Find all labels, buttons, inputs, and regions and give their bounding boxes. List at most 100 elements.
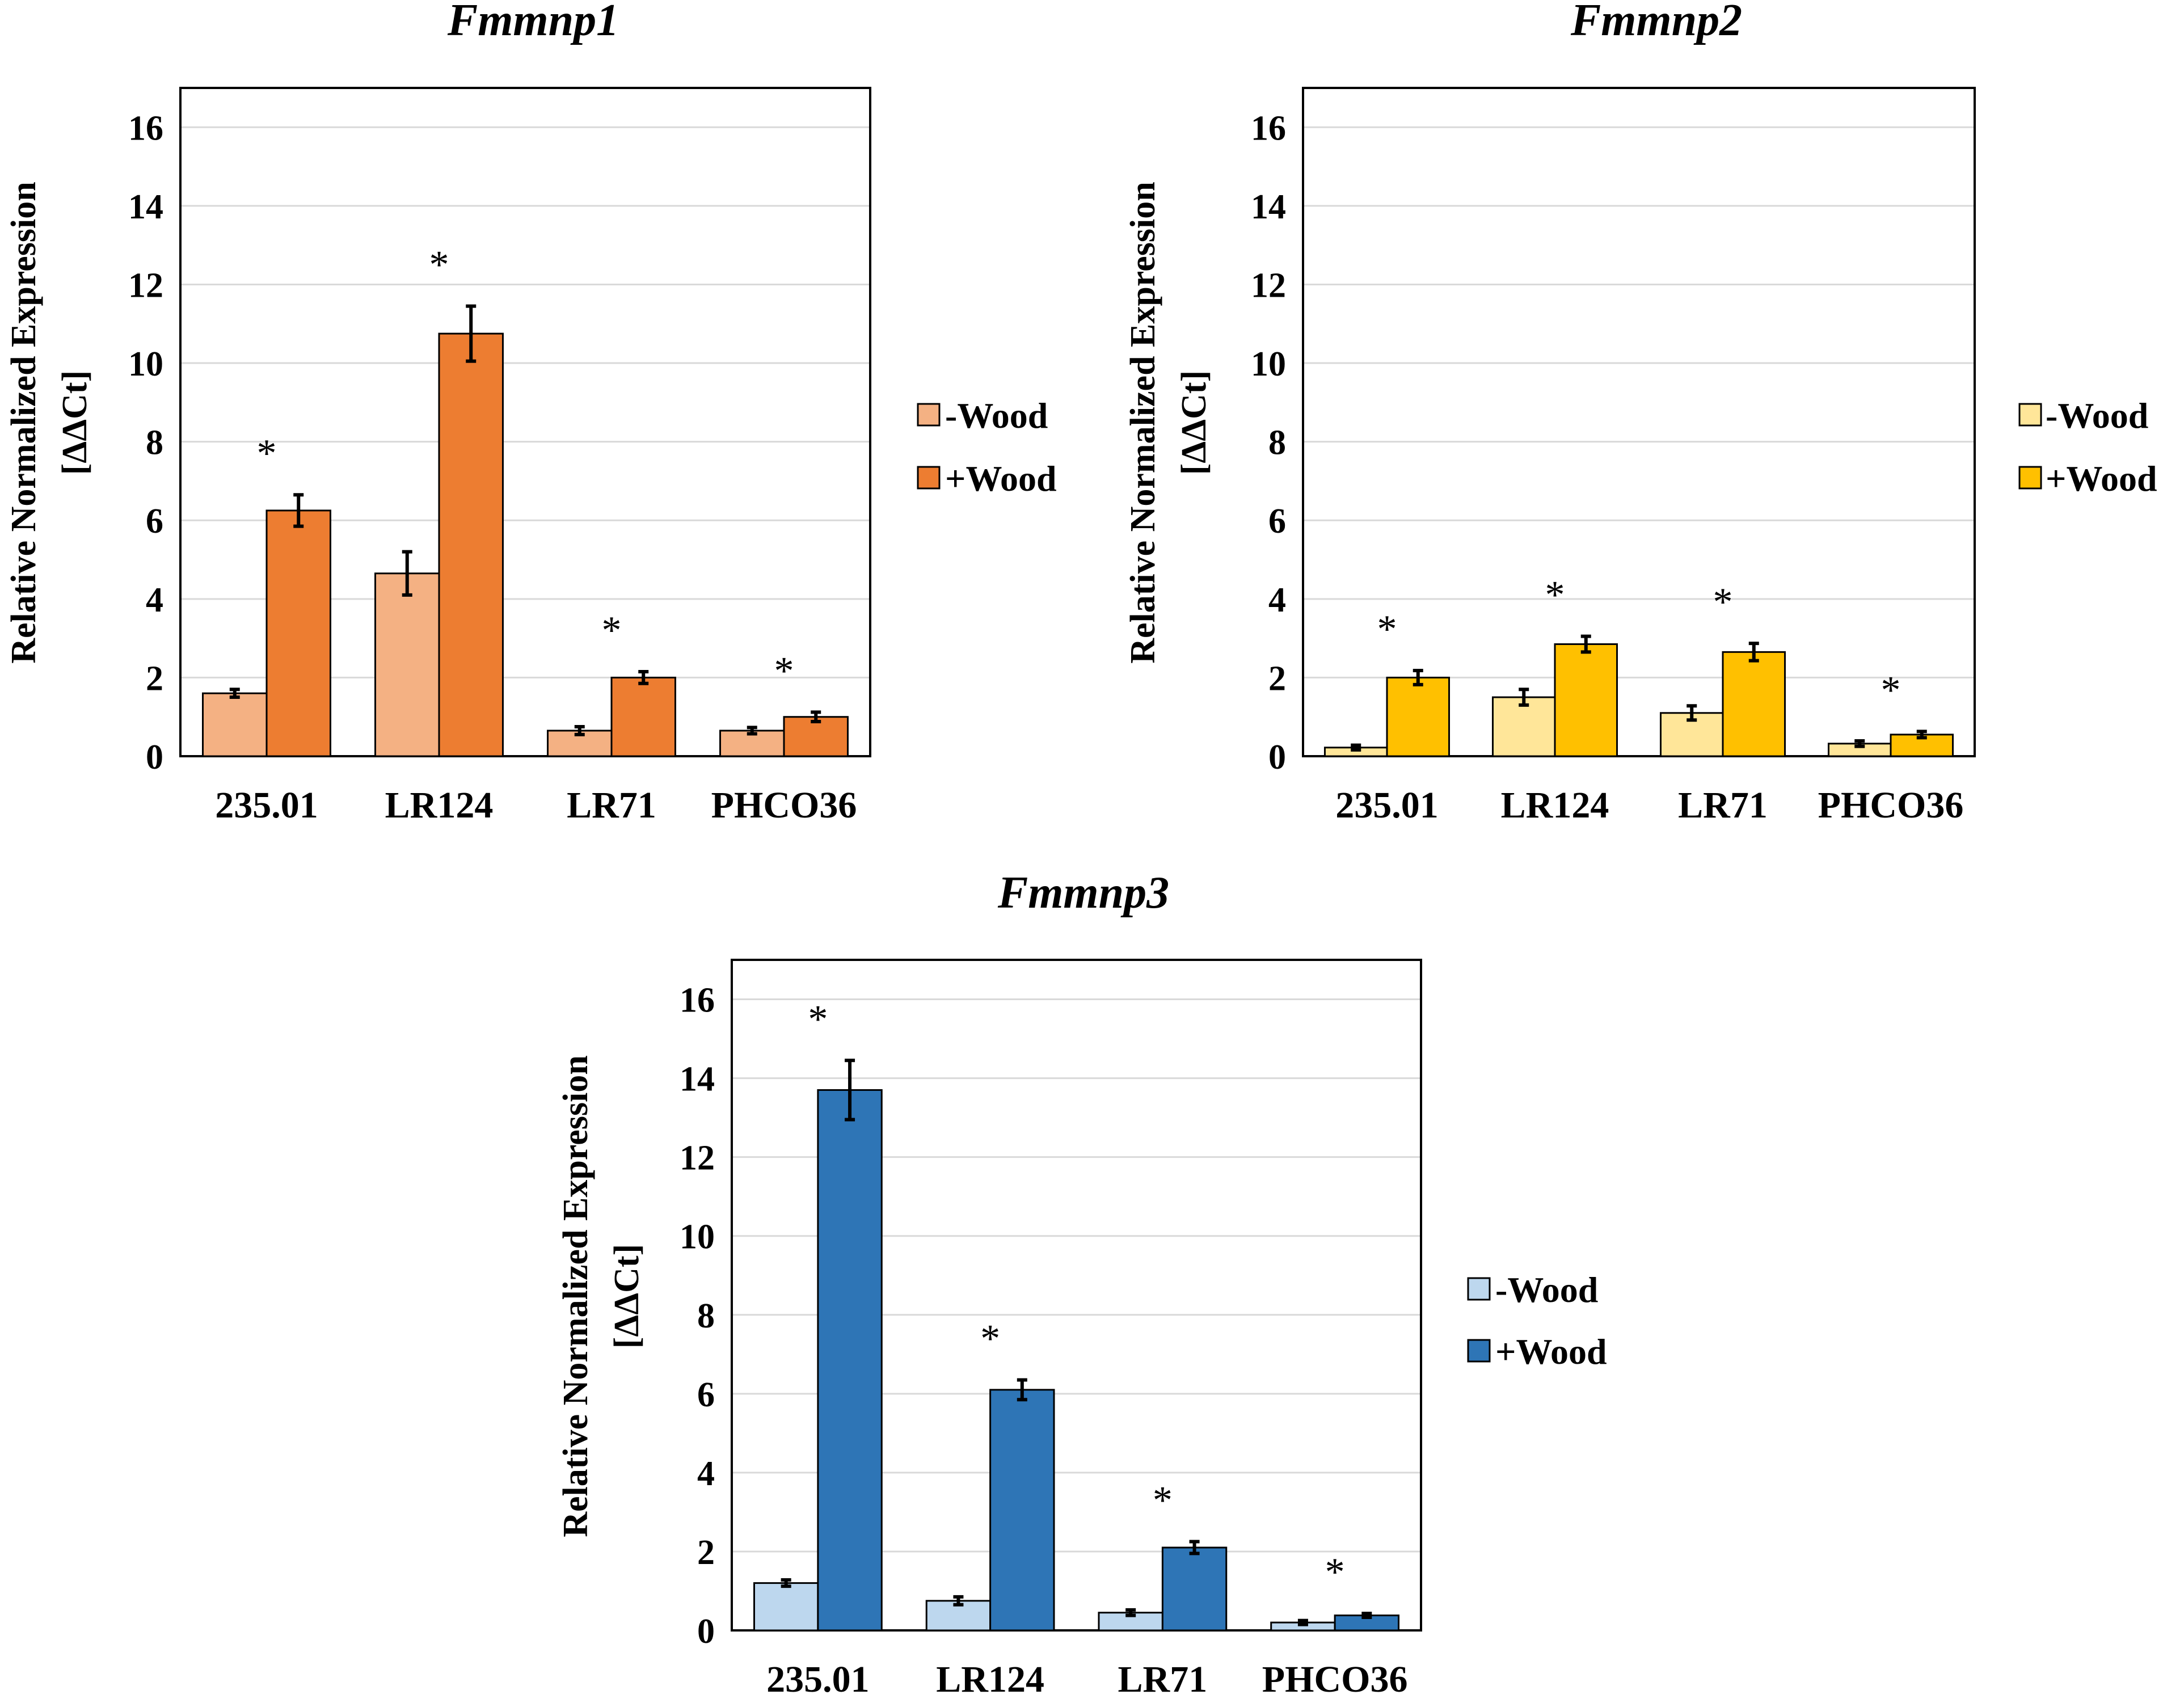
y-tick-label: 14	[128, 188, 163, 226]
bar-plus-wood	[610, 676, 676, 757]
y-tick-label: 8	[1268, 424, 1286, 462]
y-tick-label: 14	[680, 1060, 715, 1099]
y-tick-label: 12	[680, 1139, 715, 1178]
y-tick-label: 10	[680, 1218, 715, 1257]
legend-swatch-plus-wood	[2018, 466, 2042, 490]
plot-area: 0 2 4 6 8 10 12 14 16 * 235.01 * LR124 * LR71 * PHCO36	[1251, 87, 1976, 826]
x-tick-label: 235.01	[1335, 785, 1439, 826]
y-tick-label: 16	[1251, 109, 1286, 147]
legend-swatch-minus-wood	[917, 403, 941, 427]
y-axis-label-line1: Relative Normalized Expression	[5, 182, 43, 664]
legend-item-plus-wood: +Wood	[917, 458, 1057, 499]
bar-plus-wood	[1722, 651, 1786, 757]
y-tick-label: 16	[680, 981, 715, 1020]
bar-plus-wood	[989, 1389, 1055, 1632]
bar-minus-wood	[1491, 696, 1556, 757]
y-tick-label: 4	[697, 1455, 715, 1493]
y-tick-label: 0	[146, 738, 163, 777]
y-tick-label: 16	[128, 109, 163, 147]
x-tick-label: LR71	[1118, 1659, 1208, 1700]
significance-marker: *	[1881, 668, 1901, 712]
legend-label-minus-wood: -Wood	[2046, 395, 2148, 436]
y-axis-label: Relative Normalized Expression [ΔΔCt]	[1124, 182, 1213, 664]
significance-marker: *	[602, 609, 622, 652]
legend-item-minus-wood: -Wood	[2018, 395, 2148, 436]
legend-item-minus-wood: -Wood	[1467, 1270, 1598, 1310]
legend-label-plus-wood: +Wood	[945, 458, 1057, 499]
significance-marker: *	[1545, 574, 1565, 617]
x-tick-label: PHCO36	[1262, 1659, 1408, 1700]
significance-marker: *	[1377, 608, 1397, 651]
bar-minus-wood	[753, 1582, 819, 1632]
x-tick-label: PHCO36	[1818, 785, 1964, 826]
legend-swatch-minus-wood	[2018, 403, 2042, 427]
y-tick-label: 0	[697, 1612, 715, 1651]
chart-fmmnp2: Fmmnp2 Relative Normalized Expression [Δ…	[1124, 0, 2157, 826]
y-tick-label: 2	[1268, 659, 1286, 698]
y-axis-label-line2: [ΔΔCt]	[56, 370, 94, 475]
y-axis-label: Relative Normalized Expression [ΔΔCt]	[556, 1055, 646, 1537]
bar-plus-wood	[1554, 643, 1618, 757]
y-tick-label: 4	[1268, 581, 1286, 619]
bar-plus-wood	[1386, 676, 1451, 757]
significance-marker: *	[429, 243, 449, 287]
y-tick-label: 2	[697, 1533, 715, 1572]
x-tick-label: 235.01	[215, 785, 318, 826]
bar-plus-wood	[1161, 1546, 1228, 1632]
legend: -Wood +Wood	[1467, 1270, 1607, 1372]
legend: -Wood +Wood	[2018, 395, 2157, 499]
significance-marker: *	[1713, 580, 1733, 624]
y-tick-label: 12	[1251, 266, 1286, 305]
y-tick-label: 8	[146, 424, 163, 462]
bar-plus-wood	[817, 1089, 883, 1632]
x-tick-label: LR71	[567, 785, 656, 826]
y-axis-label: Relative Normalized Expression [ΔΔCt]	[5, 182, 94, 664]
bar-plus-wood	[265, 509, 331, 757]
x-tick-label: 235.01	[766, 1659, 870, 1700]
y-axis-label-line2: [ΔΔCt]	[1175, 370, 1213, 475]
x-tick-label: LR124	[1501, 785, 1609, 826]
legend-label-plus-wood: +Wood	[1495, 1331, 1607, 1372]
y-tick-label: 14	[1251, 188, 1286, 226]
chart-fmmnp1: Fmmnp1 Relative Normalized Expression [Δ…	[5, 0, 1057, 826]
bar-plus-wood	[438, 332, 504, 757]
x-tick-label: LR124	[385, 785, 494, 826]
y-tick-label: 8	[697, 1297, 715, 1335]
x-tick-label: LR71	[1678, 785, 1768, 826]
chart-title: Fmmnp3	[997, 868, 1169, 918]
bar-plus-wood	[783, 716, 849, 757]
x-tick-label: LR124	[936, 1659, 1044, 1700]
y-tick-label: 10	[128, 345, 163, 383]
significance-marker: *	[257, 432, 277, 475]
plot-frame	[731, 959, 1422, 1632]
legend-item-plus-wood: +Wood	[2018, 458, 2157, 499]
legend-label-minus-wood: -Wood	[1495, 1270, 1598, 1310]
legend-label-plus-wood: +Wood	[2046, 458, 2157, 499]
y-tick-label: 0	[1268, 738, 1286, 777]
chart-fmmnp3: Fmmnp3 Relative Normalized Expression [Δ…	[556, 868, 1607, 1700]
legend-item-minus-wood: -Wood	[917, 395, 1048, 436]
y-tick-label: 6	[697, 1376, 715, 1414]
chart-title: Fmmnp1	[447, 0, 619, 45]
significance-marker: *	[1153, 1479, 1173, 1523]
significance-marker: *	[980, 1317, 1000, 1360]
y-axis-label-line1: Relative Normalized Expression	[1124, 182, 1162, 664]
legend-swatch-plus-wood	[1467, 1339, 1491, 1363]
plot-frame	[179, 87, 871, 757]
significance-marker: *	[808, 997, 828, 1041]
significance-marker: *	[774, 649, 794, 693]
legend-swatch-minus-wood	[1467, 1277, 1491, 1301]
y-tick-label: 12	[128, 266, 163, 305]
legend-label-minus-wood: -Wood	[945, 395, 1048, 436]
y-tick-label: 6	[1268, 502, 1286, 541]
y-tick-label: 2	[146, 659, 163, 698]
y-tick-label: 4	[146, 581, 163, 619]
y-tick-label: 6	[146, 502, 163, 541]
chart-title: Fmmnp2	[1570, 0, 1742, 45]
y-tick-label: 10	[1251, 345, 1286, 383]
plot-area: 0 2 4 6 8 10 12 14 16 * 235.01 * LR124 * LR71 * PHCO36	[680, 959, 1422, 1700]
plot-area: 0 2 4 6 8 10 12 14 16 * 235.01 * LR124 * LR71 * PHCO36	[128, 87, 871, 826]
x-tick-label: PHCO36	[711, 785, 857, 826]
significance-marker: *	[1325, 1550, 1345, 1594]
